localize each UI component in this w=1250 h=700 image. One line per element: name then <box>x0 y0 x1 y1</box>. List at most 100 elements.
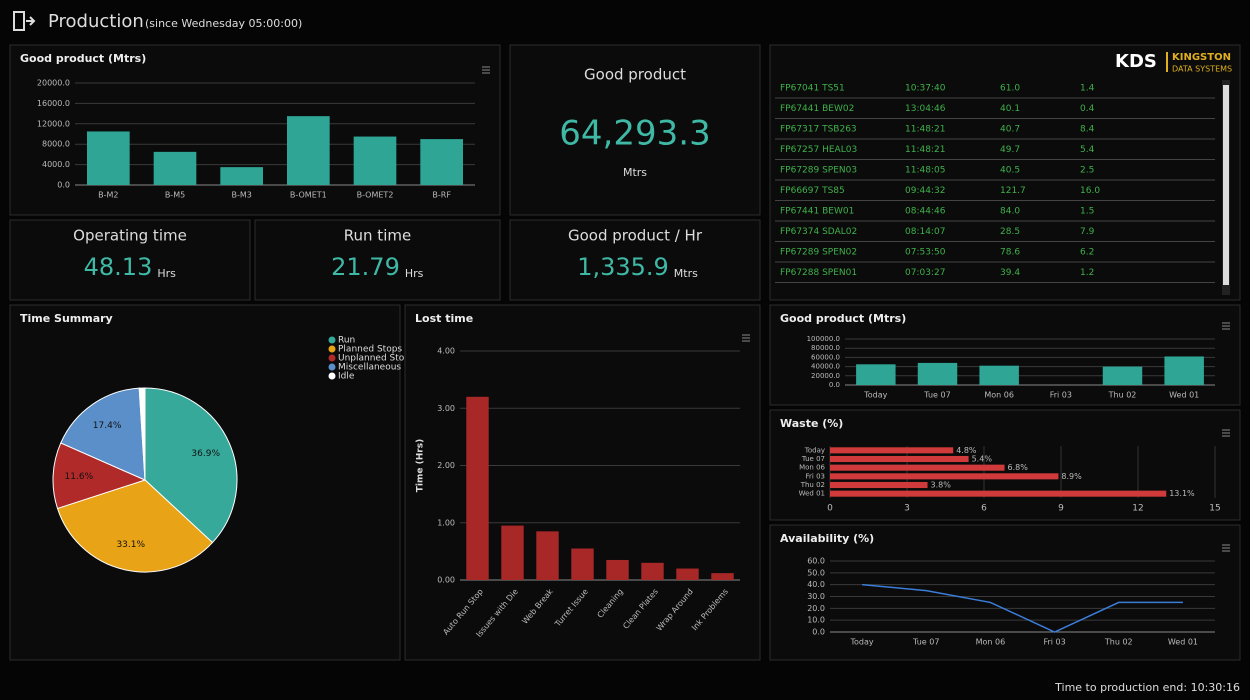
x-tick-label: Today <box>850 638 874 647</box>
table-cell: 78.6 <box>1000 248 1020 258</box>
y-tick-label: 100000.0 <box>807 335 840 343</box>
kpi-title: Operating time <box>73 227 187 245</box>
x-tick-label: B-OMET1 <box>290 191 327 200</box>
panel <box>769 524 1241 661</box>
pie-slice <box>52 442 147 510</box>
x-tick-label: Mon 06 <box>984 391 1014 400</box>
table-cell: FP67441 BEW01 <box>780 207 854 217</box>
table-cell: FP67041 TS51 <box>780 84 845 94</box>
panel <box>9 44 501 216</box>
slice-label: 33.1% <box>116 540 145 550</box>
bar <box>830 455 969 463</box>
bar <box>420 139 463 185</box>
y-tick-label: 60000.0 <box>811 353 840 361</box>
table-cell: FP67317 TSB263 <box>780 125 857 135</box>
table-cell: 16.0 <box>1080 186 1100 196</box>
pie-slice <box>56 479 214 573</box>
table-cell: FP67289 SPEN03 <box>780 166 857 176</box>
exit-icon[interactable] <box>13 11 36 31</box>
pie-slice <box>60 387 146 481</box>
legend-swatch <box>328 363 336 371</box>
bar <box>1102 366 1143 385</box>
y-tick-label: 4.00 <box>437 347 455 356</box>
line <box>862 583 1183 633</box>
bar-label: 4.8% <box>956 446 977 455</box>
x-tick-label: B-OMET2 <box>357 191 394 200</box>
x-tick-label: 6 <box>981 504 987 514</box>
y-tick-label: 80000.0 <box>811 344 840 352</box>
table-cell: 07:53:50 <box>905 248 946 258</box>
bar <box>466 396 489 580</box>
kpi-title: Run time <box>344 227 411 245</box>
panel <box>9 219 251 301</box>
x-tick-label: 3 <box>904 504 910 514</box>
x-tick-label: B-M5 <box>165 191 185 200</box>
y-tick-label: 2.00 <box>437 461 455 470</box>
table-cell: 08:14:07 <box>905 227 945 237</box>
slice-label: 17.4% <box>93 421 122 431</box>
table-cell: FP67374 SDAL02 <box>780 227 857 237</box>
y-tick-label: Tue 07 <box>801 455 825 463</box>
panel-title: Waste (%) <box>780 417 843 430</box>
table-cell: 09:44:32 <box>905 186 945 196</box>
x-tick-label: Today <box>863 391 887 400</box>
x-tick-label: Fri 03 <box>1043 638 1065 647</box>
table-cell: FP67288 SPEN01 <box>780 268 857 278</box>
y-tick-label: Today <box>804 446 825 454</box>
y-axis-label: Time (Hrs) <box>416 439 426 492</box>
panel <box>769 304 1241 406</box>
bar <box>287 116 330 185</box>
table-cell: FP67289 SPEN02 <box>780 248 857 258</box>
table-cell: 11:48:21 <box>905 125 945 135</box>
y-tick-label: 0.0 <box>57 181 70 190</box>
table-cell: 07:03:27 <box>905 268 945 278</box>
x-tick-label: 0 <box>827 504 833 514</box>
x-tick-label: Mon 06 <box>976 638 1006 647</box>
x-tick-label: Tue 07 <box>912 638 939 647</box>
pie-slice <box>144 387 238 544</box>
scrollbar-thumb[interactable] <box>1223 85 1229 285</box>
table-cell: 61.0 <box>1000 84 1020 94</box>
y-tick-label: Mon 06 <box>799 464 825 472</box>
panel <box>509 219 761 301</box>
kpi-title: Good product <box>584 66 686 84</box>
bar <box>220 167 263 185</box>
y-tick-label: 40.0 <box>807 580 825 589</box>
y-tick-label: 20000.0 <box>811 372 840 380</box>
x-tick-label: B-RF <box>432 191 451 200</box>
bar <box>606 559 629 580</box>
table-cell: 08:44:46 <box>905 207 946 217</box>
panel <box>509 44 761 216</box>
bar-label: 6.8% <box>1008 463 1029 472</box>
table-cell: 84.0 <box>1000 207 1020 217</box>
panel-title: Availability (%) <box>780 532 874 545</box>
bar-label: 3.8% <box>931 481 952 490</box>
table-cell: 0.4 <box>1080 104 1095 114</box>
table-cell: 10:37:40 <box>905 84 946 94</box>
bar <box>830 464 1005 471</box>
x-tick-label: B-M3 <box>231 191 251 200</box>
table-cell: 1.2 <box>1080 268 1094 278</box>
panel <box>404 304 761 661</box>
kpi-unit: Hrs <box>405 267 424 280</box>
table-cell: FP67441 BEW02 <box>780 104 854 114</box>
table-cell: 40.5 <box>1000 166 1020 176</box>
footer: Time to production end: 10:30:16 <box>1054 681 1240 694</box>
legend-swatch <box>328 336 336 344</box>
bar <box>856 364 896 385</box>
bar <box>153 151 197 185</box>
x-tick-label: 9 <box>1058 504 1064 514</box>
table-cell: 1.5 <box>1080 207 1094 217</box>
bar <box>641 562 664 580</box>
legend-swatch <box>328 372 336 380</box>
logo-divider <box>1166 52 1168 72</box>
y-tick-label: 50.0 <box>807 568 825 577</box>
y-tick-label: 16000.0 <box>37 99 70 108</box>
y-tick-label: Fri 03 <box>806 472 825 480</box>
table-cell: 5.4 <box>1080 145 1095 155</box>
pie-slice <box>138 387 146 481</box>
legend-label: Run <box>338 336 355 346</box>
slice-label: 36.9% <box>191 449 220 459</box>
table-cell: 13:04:46 <box>905 104 946 114</box>
